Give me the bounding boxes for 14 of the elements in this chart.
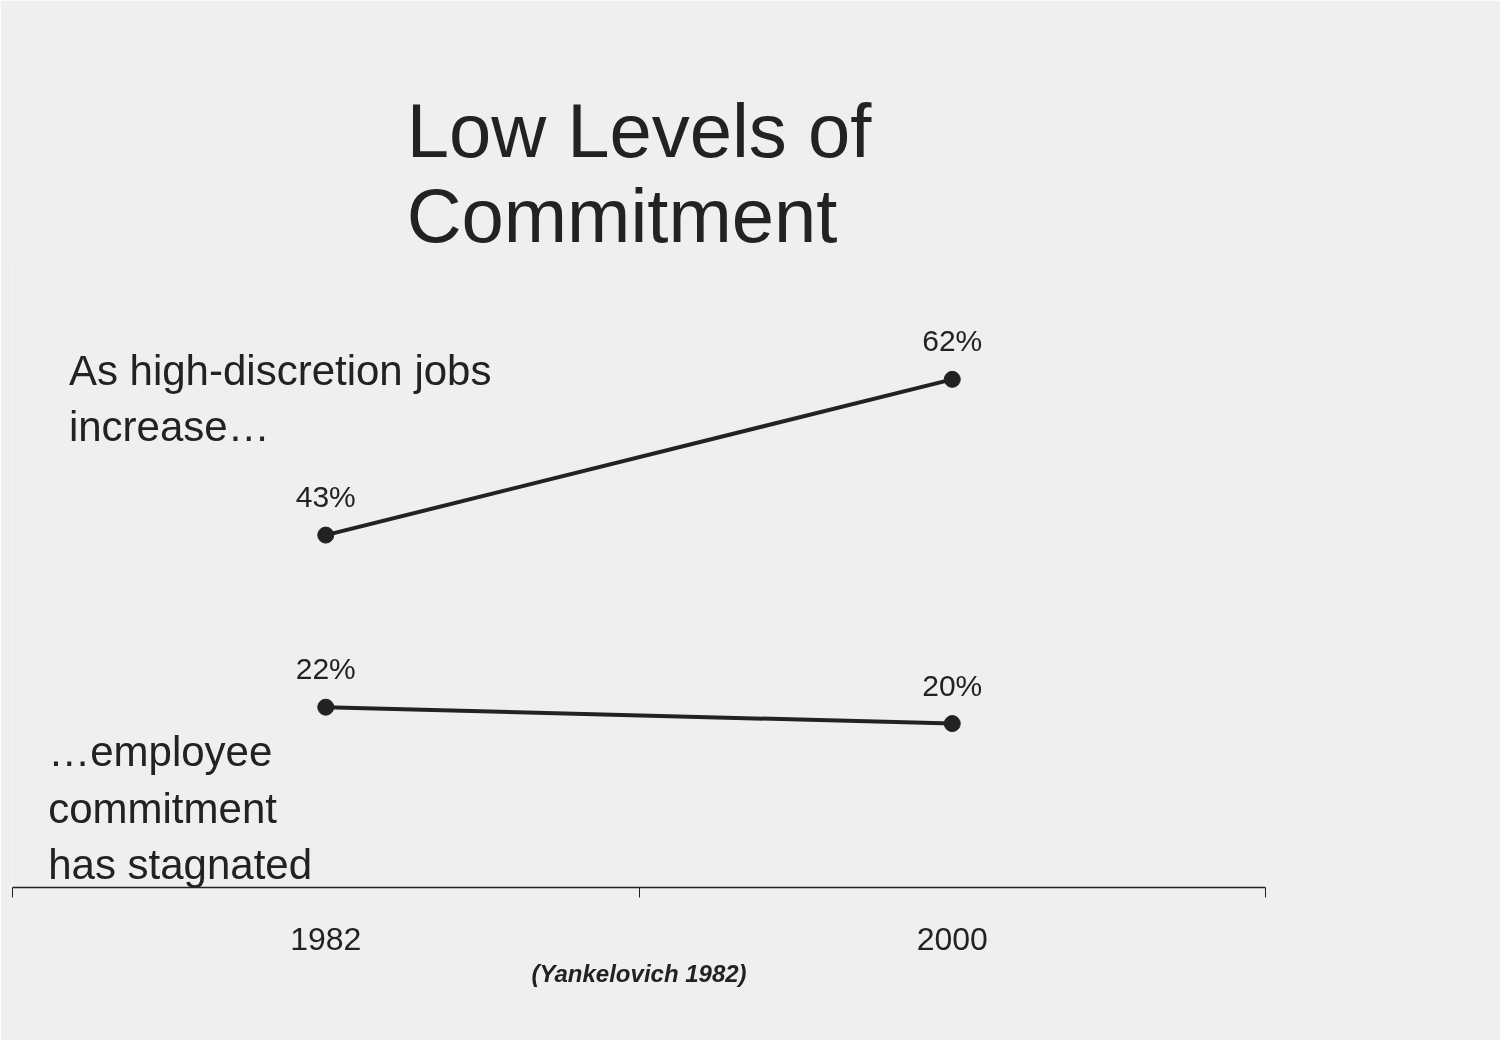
chart-title: Low Levels of Commitment: [406, 87, 873, 258]
data-label: 43%: [295, 480, 356, 514]
point: [317, 698, 335, 716]
point: [943, 370, 961, 388]
data-label: 20%: [922, 668, 983, 702]
data-label: 22%: [295, 652, 356, 686]
text: (Yankelovich 1982): [531, 959, 747, 987]
text: …employee commitment has stagnated: [48, 728, 313, 888]
annotation: As high-discretion jobs increase…: [68, 346, 492, 451]
point: [943, 715, 961, 733]
data-label: 62%: [922, 324, 983, 358]
x-tick-label: 1982: [290, 920, 362, 957]
point: [317, 526, 335, 544]
x-tick-label: 2000: [916, 920, 988, 957]
